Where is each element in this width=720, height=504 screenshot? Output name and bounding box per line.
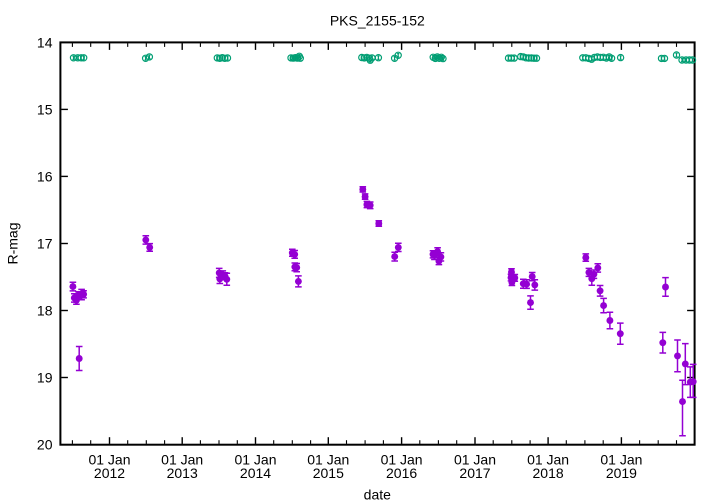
svg-text:PKS_2155-152: PKS_2155-152 (330, 13, 425, 29)
svg-text:date: date (364, 486, 391, 502)
svg-text:2014: 2014 (240, 465, 271, 481)
svg-text:2013: 2013 (167, 465, 198, 481)
svg-text:01 Jan: 01 Jan (234, 451, 276, 467)
svg-text:2019: 2019 (606, 465, 637, 481)
svg-text:2016: 2016 (386, 465, 417, 481)
svg-text:18: 18 (37, 303, 53, 319)
svg-text:01 Jan: 01 Jan (381, 451, 423, 467)
svg-text:2018: 2018 (533, 465, 564, 481)
svg-text:2012: 2012 (94, 465, 125, 481)
svg-text:14: 14 (37, 35, 53, 51)
svg-text:01 Jan: 01 Jan (88, 451, 130, 467)
svg-text:01 Jan: 01 Jan (527, 451, 569, 467)
svg-text:01 Jan: 01 Jan (161, 451, 203, 467)
svg-text:20: 20 (37, 437, 53, 453)
svg-text:17: 17 (37, 236, 53, 252)
svg-text:2017: 2017 (459, 465, 490, 481)
svg-text:16: 16 (37, 169, 53, 185)
svg-text:19: 19 (37, 370, 53, 386)
svg-text:01 Jan: 01 Jan (600, 451, 642, 467)
svg-text:R-mag: R-mag (4, 222, 20, 264)
svg-text:01 Jan: 01 Jan (454, 451, 496, 467)
svg-text:01 Jan: 01 Jan (307, 451, 349, 467)
svg-text:2015: 2015 (313, 465, 344, 481)
svg-text:15: 15 (37, 102, 53, 118)
